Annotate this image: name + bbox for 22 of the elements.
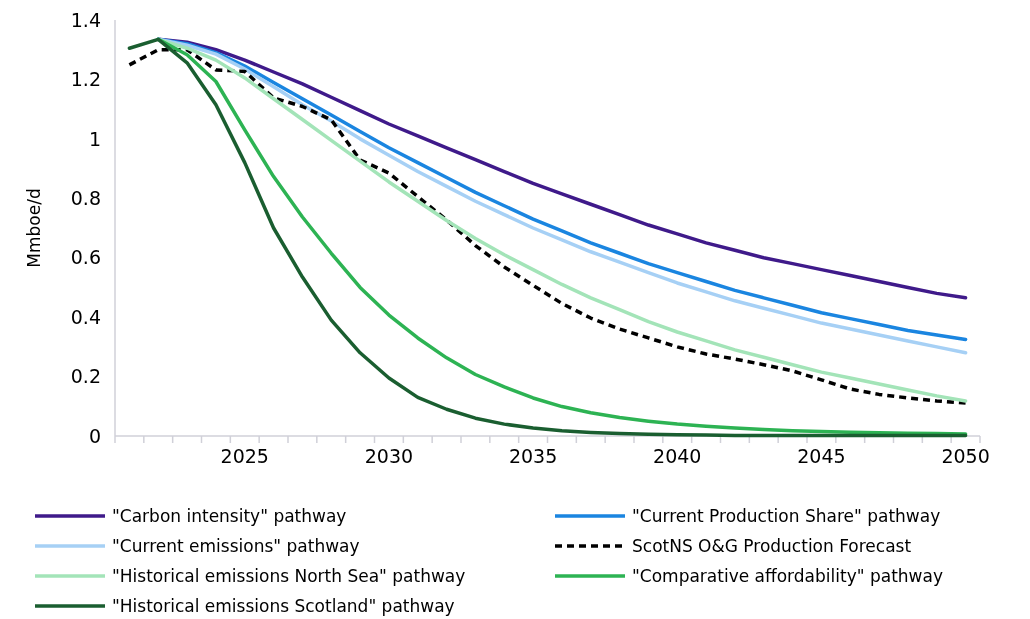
legend-label: "Historical emissions North Sea" pathway [112,565,466,586]
y-tick-label: 1 [88,127,101,150]
legend-label: ScotNS O&G Production Forecast [632,535,912,556]
y-tick-label: 0.6 [70,246,101,269]
y-tick-label: 0.4 [70,305,101,328]
legend-label: "Carbon intensity" pathway [112,505,347,526]
legend-label: "Comparative affordability" pathway [632,565,943,586]
y-tick-label: 0.8 [70,186,101,209]
y-tick-label: 1.4 [70,8,101,31]
x-tick-label: 2035 [508,445,558,467]
y-tick-label: 1.2 [70,68,101,91]
x-tick-label: 2050 [941,445,990,467]
y-tick-label: 0.2 [70,365,101,388]
y-axis-title: Mmboe/d [24,188,44,268]
legend-label: "Current emissions" pathway [112,535,360,556]
x-tick-label: 2040 [653,445,702,467]
x-tick-label: 2025 [220,445,269,467]
legend-label: "Historical emissions Scotland" pathway [112,595,455,616]
y-tick-label: 0 [88,424,101,447]
x-tick-label: 2030 [364,445,414,467]
legend-label: "Current Production Share" pathway [632,505,941,526]
x-tick-label: 2045 [797,445,846,467]
